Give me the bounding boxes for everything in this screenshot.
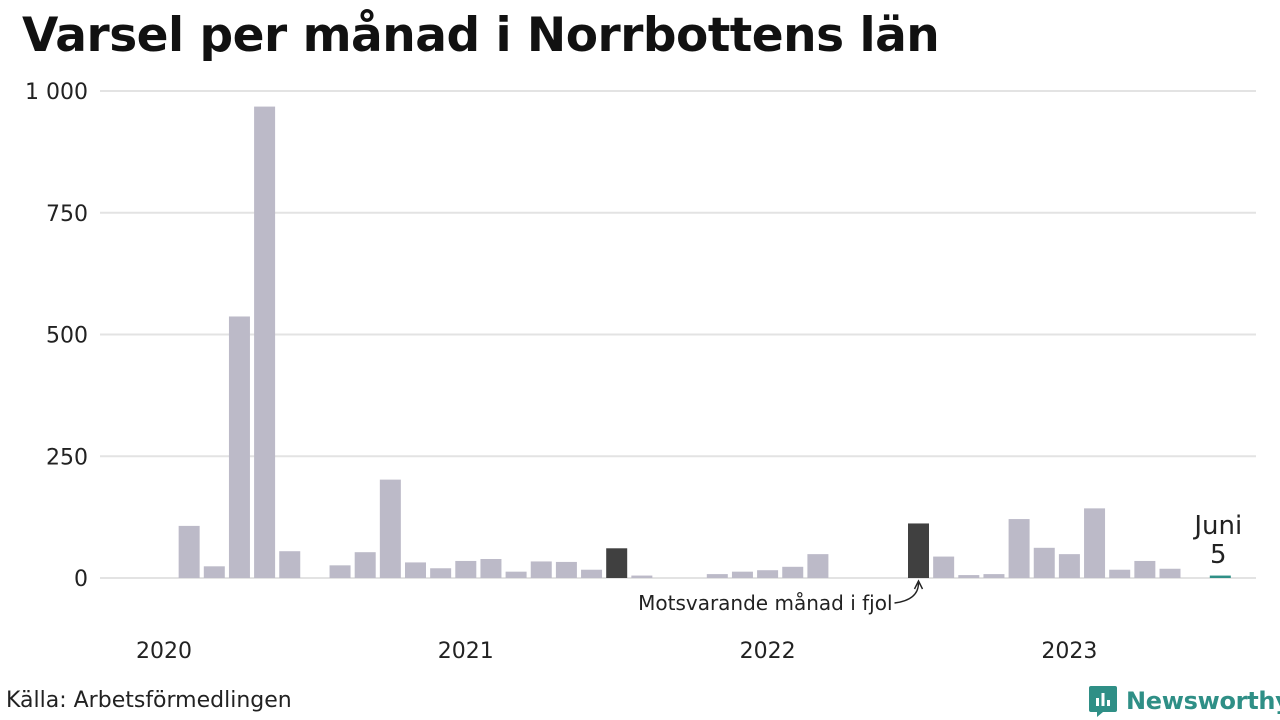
bar — [203, 566, 225, 578]
bar — [908, 523, 929, 578]
y-tick-label: 500 — [46, 324, 88, 349]
bar — [807, 554, 829, 578]
bar — [731, 571, 753, 578]
bar — [1084, 508, 1106, 578]
x-tick-label: 2023 — [1041, 639, 1097, 664]
bar — [254, 106, 276, 579]
bar — [606, 548, 628, 578]
y-tick-label: 750 — [46, 202, 88, 227]
newsworthy-logo-icon — [1089, 686, 1117, 717]
bar — [958, 575, 980, 578]
bar — [279, 551, 301, 578]
bar — [178, 525, 200, 578]
bar — [405, 562, 426, 578]
chart-title: Varsel per månad i Norrbottens län — [22, 8, 940, 63]
bar — [581, 569, 603, 578]
brand-logo: Newsworthy — [1088, 684, 1280, 718]
y-tick-label: 250 — [46, 445, 88, 470]
y-tick-label: 1 000 — [25, 80, 88, 105]
y-tick-label: 0 — [74, 567, 88, 592]
current-month-label: Juni — [1192, 511, 1242, 541]
bar — [555, 561, 577, 578]
bar — [228, 316, 250, 578]
annotation-label: Motsvarande månad i fjol — [638, 591, 892, 615]
bar — [1109, 569, 1131, 578]
annotation-arrowhead — [913, 579, 924, 590]
bar — [1058, 554, 1080, 578]
bar — [983, 574, 1005, 578]
bar — [631, 575, 653, 578]
bar — [757, 570, 779, 578]
bar — [329, 565, 351, 578]
bar — [1134, 560, 1156, 578]
bar — [455, 560, 477, 578]
bar — [480, 559, 502, 578]
bar — [1159, 568, 1181, 578]
bar — [1209, 575, 1231, 578]
x-tick-label: 2021 — [438, 639, 494, 664]
bar — [505, 571, 527, 578]
bar — [1033, 547, 1055, 578]
source-note: Källa: Arbetsförmedlingen — [6, 688, 292, 713]
brand-name: Newsworthy — [1126, 687, 1280, 715]
bar — [782, 566, 804, 578]
bar — [1008, 519, 1030, 578]
bar — [379, 479, 401, 578]
bar — [933, 556, 955, 578]
bar — [430, 568, 452, 578]
x-tick-label: 2020 — [136, 639, 192, 664]
bar — [706, 574, 728, 578]
x-tick-label: 2022 — [740, 639, 796, 664]
bar — [354, 552, 376, 578]
annotation-arrow — [894, 582, 920, 604]
bar — [530, 561, 552, 578]
current-value-label: 5 — [1210, 540, 1227, 570]
